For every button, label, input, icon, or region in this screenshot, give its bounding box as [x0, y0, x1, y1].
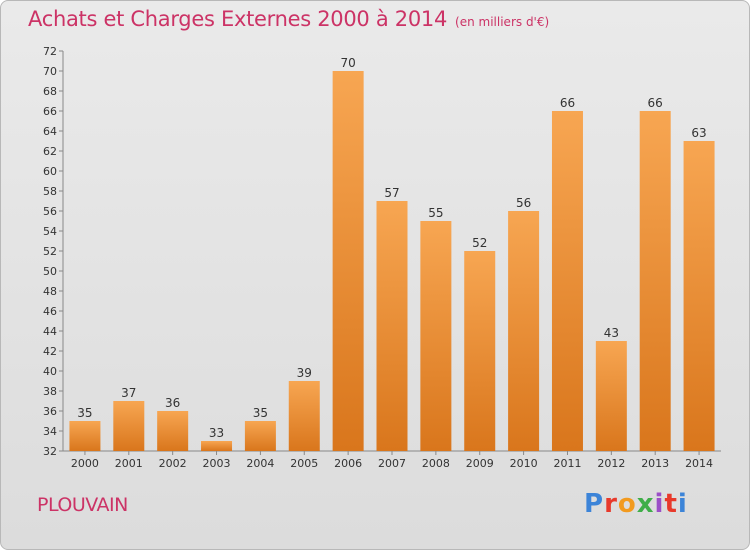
value-label: 36	[165, 396, 180, 410]
value-label: 56	[516, 196, 531, 210]
x-tick-label: 2005	[290, 457, 318, 470]
bar-2008	[420, 221, 452, 451]
value-label: 55	[428, 206, 443, 220]
x-tick-label: 2002	[159, 457, 187, 470]
x-tick-label: 2000	[71, 457, 99, 470]
logo-letter: i	[677, 489, 688, 519]
logo-letter: o	[617, 489, 637, 519]
unit-label: (en milliers d'€)	[455, 15, 550, 29]
bar-2001	[113, 401, 145, 451]
bar-2003	[201, 441, 233, 451]
x-tick-label: 2011	[553, 457, 581, 470]
logo-letter: r	[604, 489, 618, 519]
x-tick-label: 2014	[685, 457, 713, 470]
y-tick-label: 58	[43, 185, 57, 198]
y-tick-label: 42	[43, 345, 57, 358]
commune-name: PLOUVAIN	[37, 494, 128, 516]
y-tick-label: 52	[43, 245, 57, 258]
y-tick-label: 44	[43, 325, 57, 338]
value-label: 57	[384, 186, 399, 200]
y-tick-label: 34	[43, 425, 57, 438]
y-tick-label: 66	[43, 105, 57, 118]
x-tick-label: 2003	[203, 457, 231, 470]
logo-letter: i	[654, 489, 665, 519]
x-tick-label: 2006	[334, 457, 362, 470]
bar-2010	[508, 211, 540, 451]
x-tick-label: 2008	[422, 457, 450, 470]
x-tick-label: 2010	[510, 457, 538, 470]
y-tick-label: 48	[43, 285, 57, 298]
bar-2011	[551, 111, 583, 451]
value-label: 52	[472, 236, 487, 250]
y-tick-label: 60	[43, 165, 57, 178]
logo-letter: x	[636, 489, 655, 519]
chart-bars: 35 37 36 33 35 39 70 57 55 52 56 66 43 66 63	[69, 56, 715, 451]
logo-letter: t	[664, 489, 678, 519]
bar-2005	[288, 381, 320, 451]
bar-2006	[332, 71, 364, 451]
chart-axes: 32 34 36 38 40 42 44 46 48 50 52 54 56 58 60 62 64 66 68 70…	[43, 45, 721, 470]
bar-2004	[244, 421, 276, 451]
value-label: 63	[691, 126, 706, 140]
y-tick-label: 50	[43, 265, 57, 278]
value-label: 66	[560, 96, 575, 110]
x-tick-label: 2009	[466, 457, 494, 470]
value-label: 35	[253, 406, 268, 420]
y-tick-label: 64	[43, 125, 57, 138]
bar-2009	[464, 251, 496, 451]
x-tick-label: 2007	[378, 457, 406, 470]
proxiti-logo: Proxiti	[584, 489, 688, 519]
y-tick-label: 68	[43, 85, 57, 98]
value-label: 33	[209, 426, 224, 440]
bar-2014	[683, 141, 715, 451]
logo-letter: P	[584, 489, 605, 519]
value-label: 66	[648, 96, 663, 110]
x-tick-label: 2004	[246, 457, 274, 470]
bar-2007	[376, 201, 408, 451]
y-tick-label: 32	[43, 445, 57, 458]
y-tick-label: 54	[43, 225, 57, 238]
x-tick-label: 2013	[641, 457, 669, 470]
chart-title: Achats et Charges Externes 2000 à 2014 (e…	[28, 7, 549, 31]
y-tick-label: 56	[43, 205, 57, 218]
value-label: 39	[297, 366, 312, 380]
value-label: 37	[121, 386, 136, 400]
y-tick-label: 62	[43, 145, 57, 158]
y-tick-label: 38	[43, 385, 57, 398]
value-label: 70	[340, 56, 355, 70]
title-text: Achats et Charges Externes 2000 à 2014	[28, 7, 448, 31]
value-label: 35	[77, 406, 92, 420]
y-tick-label: 46	[43, 305, 57, 318]
x-tick-label: 2001	[115, 457, 143, 470]
value-label: 43	[604, 326, 619, 340]
y-tick-label: 72	[43, 45, 57, 58]
bar-2013	[639, 111, 671, 451]
bar-2002	[157, 411, 189, 451]
x-tick-label: 2012	[597, 457, 625, 470]
y-tick-label: 40	[43, 365, 57, 378]
y-tick-label: 70	[43, 65, 57, 78]
y-tick-label: 36	[43, 405, 57, 418]
bar-2012	[595, 341, 627, 451]
bar-2000	[69, 421, 101, 451]
